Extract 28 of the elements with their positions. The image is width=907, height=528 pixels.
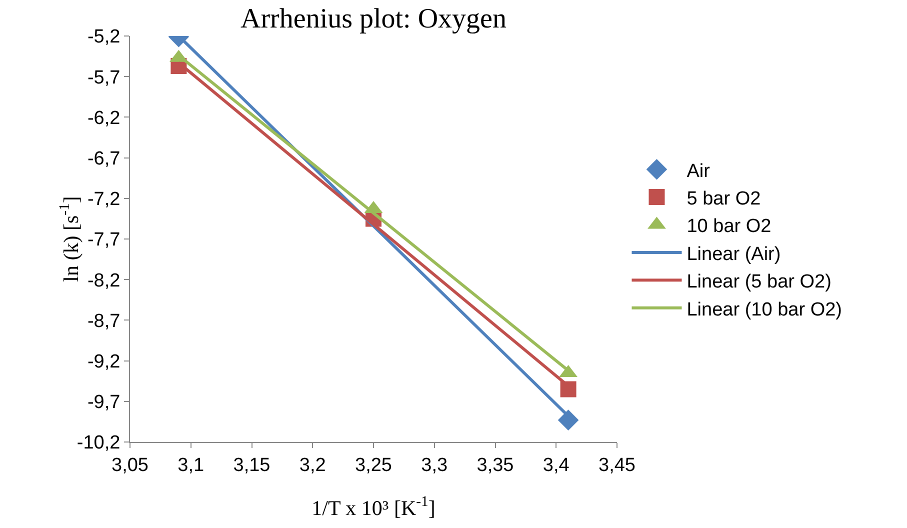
y-tick-label: -9,2	[87, 351, 120, 372]
x-axis-title: 1/T x 10³ [K$^{-1}$]	[312, 494, 436, 520]
y-tick-label: -5,2	[87, 26, 120, 48]
y-tick-label: -7,7	[87, 230, 120, 251]
legend-label: Linear (5 bar O2)	[686, 272, 832, 293]
legend-label: Linear (Air)	[686, 244, 781, 265]
x-tick-label: 3,05	[112, 454, 148, 476]
x-tick-label: 3,35	[476, 454, 514, 476]
y-tick-label: -7,2	[87, 189, 120, 210]
x-tick-label: 3,45	[598, 454, 636, 476]
y-tick-label: -9,7	[87, 392, 120, 414]
y-tick-label: -8,7	[87, 310, 120, 332]
y-tick-label: -6,2	[87, 108, 120, 129]
x-tick-label: 3,4	[542, 454, 570, 476]
chart-title: Arrhenius plot: Oxygen	[240, 4, 506, 35]
legend-label: 10 bar O2	[686, 216, 772, 238]
legend-label: Linear (10 bar O2)	[686, 299, 842, 320]
legend-label: Air	[686, 160, 711, 182]
legend-label: 5 bar O2	[686, 188, 761, 210]
x-tick-label: 3,15	[233, 454, 270, 476]
x-tick-label: 3,25	[355, 454, 392, 476]
x-tick-label: 3,3	[421, 454, 448, 476]
x-tick-label: 3,2	[299, 454, 326, 476]
x-tick-label: 3,1	[178, 454, 204, 476]
y-tick-label: -8,2	[87, 270, 120, 292]
y-tick-label: -5,7	[87, 67, 120, 88]
y-tick-label: -6,7	[87, 148, 120, 170]
y-tick-label: -10,2	[76, 432, 120, 454]
